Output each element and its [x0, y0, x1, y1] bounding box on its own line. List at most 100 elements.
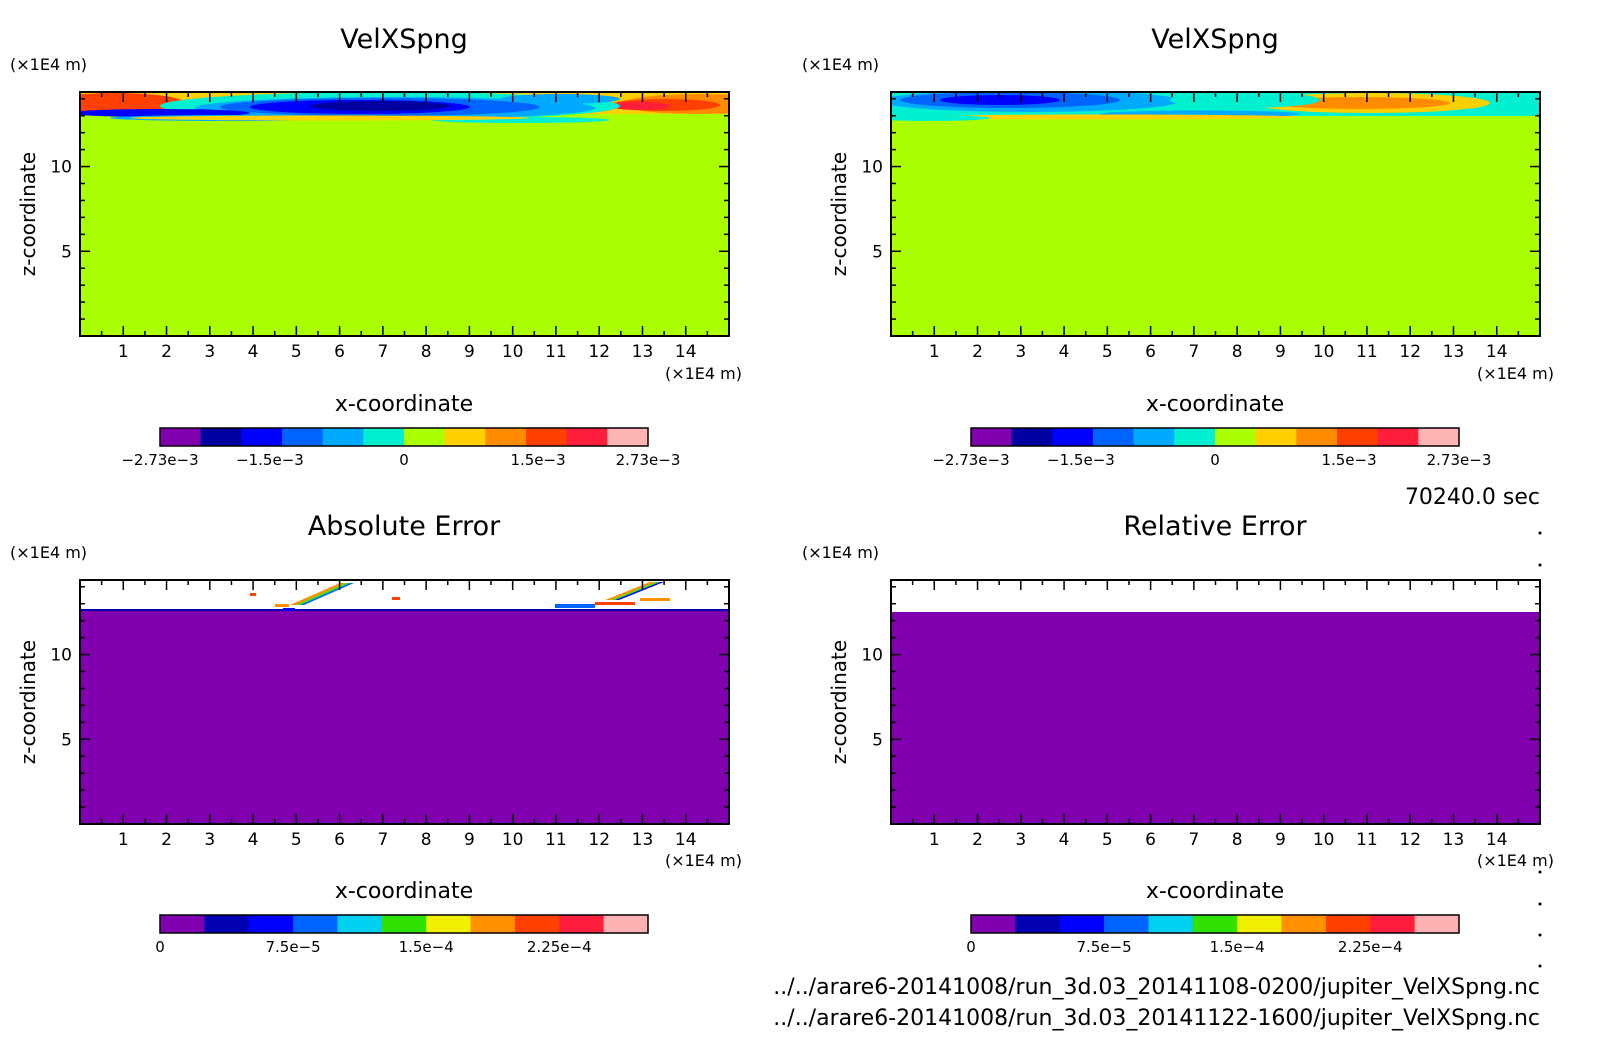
x-tick-label: 9 [464, 342, 475, 362]
x-unit-label: (×1E4 m) [665, 364, 742, 383]
y-tick-label: 10 [50, 158, 72, 178]
colorbar-swatch [1414, 915, 1460, 933]
x-axis-label: x-coordinate [1146, 392, 1284, 417]
colorbar-swatch [337, 915, 383, 933]
panel-absolute-error: Absolute Error (×1E4 m) 1 2 3 4 5 6 7 8 9 10 11 12 1… [10, 511, 742, 956]
colorbar-frame [159, 427, 649, 447]
panel-title: VelXSpng [340, 24, 468, 55]
colorbar-swatch [160, 428, 202, 446]
y-axis: 5 10 [861, 586, 1540, 808]
x-tick-label: 4 [248, 830, 259, 850]
colorbar-swatch [444, 428, 486, 446]
x-tick-label: 9 [1275, 342, 1286, 362]
x-tick-label: 4 [248, 342, 259, 362]
x-tick-label: 11 [1356, 342, 1378, 362]
colorbar-swatch [1281, 915, 1327, 933]
x-tick-label: 11 [545, 342, 567, 362]
colorbar-label: 2.73e−3 [1427, 451, 1492, 469]
field-blob [80, 109, 250, 117]
colorbar-swatch [603, 915, 649, 933]
colorbar-swatch [404, 428, 446, 446]
x-tick-label: 9 [1275, 830, 1286, 850]
x-tick-label: 3 [204, 342, 215, 362]
colorbar-label: 2.73e−3 [616, 451, 681, 469]
colorbar-label: −2.73e−3 [121, 451, 198, 469]
x-tick-label: 5 [1102, 342, 1113, 362]
x-tick-label: 12 [588, 342, 610, 362]
dot-markers [1538, 531, 1542, 968]
error-streak [296, 583, 350, 605]
colorbar-swatch [1192, 915, 1238, 933]
x-tick-label: 2 [161, 342, 172, 362]
x-tick-label: 13 [632, 830, 654, 850]
x-tick-label: 3 [204, 830, 215, 850]
x-tick-label: 10 [502, 342, 524, 362]
colorbar-swatch [282, 428, 324, 446]
y-axis: 5 10 [50, 98, 729, 320]
colorbar-swatch [971, 915, 1016, 933]
colorbar: 0 7.5e−5 1.5e−4 2.25e−4 [155, 914, 649, 956]
x-tick-label: 14 [675, 342, 697, 362]
x-tick-label: 12 [1399, 830, 1421, 850]
field-blob [940, 95, 1060, 105]
x-tick-label: 3 [1015, 342, 1026, 362]
dot-marker [1538, 964, 1542, 968]
x-tick-label: 2 [161, 830, 172, 850]
error-streak [605, 582, 656, 600]
colorbar-swatch [322, 428, 364, 446]
x-tick-label: 14 [675, 830, 697, 850]
error-streak [250, 593, 256, 596]
heatmap-field [891, 580, 1540, 824]
colorbar-swatch [1015, 915, 1061, 933]
error-streak [611, 582, 660, 600]
x-unit-label: (×1E4 m) [1477, 364, 1554, 383]
dot-marker [1538, 531, 1542, 535]
colorbar-label: 1.5e−4 [1210, 938, 1265, 956]
colorbar-label: 2.25e−4 [1338, 938, 1403, 956]
y-tick-label: 5 [61, 730, 72, 750]
x-tick-label: 10 [1313, 830, 1335, 850]
field-blob [1170, 92, 1320, 108]
x-tick-label: 7 [377, 830, 388, 850]
time-label: 70240.0 sec [1405, 485, 1540, 510]
colorbar-frame [970, 427, 1460, 447]
colorbar-swatch [1093, 428, 1135, 446]
panel-velxspng-right: VelXSpng (×1E4 m) 1 2 3 4 5 6 7 8 9 10 11 12 13 14 51… [802, 24, 1554, 469]
x-unit-label: (×1E4 m) [665, 851, 742, 870]
y-tick-label: 10 [861, 646, 883, 666]
colorbar-label: 0 [1210, 451, 1220, 469]
x-tick-label: 1 [929, 342, 940, 362]
y-axis: 5 10 [861, 98, 1540, 320]
x-tick-label: 8 [421, 830, 432, 850]
colorbar-frame [970, 914, 1460, 934]
colorbar-swatch [1052, 428, 1094, 446]
x-axis-label: x-coordinate [1146, 879, 1284, 904]
z-unit-label: (×1E4 m) [802, 543, 879, 562]
colorbar-swatch [248, 915, 294, 933]
colorbar-label: 7.5e−5 [265, 938, 320, 956]
error-streak [275, 604, 289, 607]
colorbar-frame [159, 914, 649, 934]
error-streak [640, 598, 670, 601]
x-axis: 1 2 3 4 5 6 7 8 9 10 11 12 13 14 [911, 580, 1520, 850]
colorbar-label: −2.73e−3 [932, 451, 1009, 469]
colorbar-label: 2.25e−4 [527, 938, 592, 956]
colorbar-swatch [1133, 428, 1175, 446]
dot-marker [1538, 563, 1542, 567]
error-streak [283, 608, 295, 611]
x-tick-label: 1 [929, 830, 940, 850]
colorbar-label: −1.5e−3 [1047, 451, 1115, 469]
colorbar-swatch [514, 915, 560, 933]
x-tick-label: 1 [118, 830, 129, 850]
colorbar-swatch [426, 915, 472, 933]
x-tick-label: 10 [502, 830, 524, 850]
y-axis-label: z-coordinate [16, 152, 40, 276]
x-tick-label: 11 [545, 830, 567, 850]
colorbar-swatch [470, 915, 516, 933]
x-tick-label: 8 [1232, 342, 1243, 362]
colorbar-swatch [1174, 428, 1216, 446]
colorbar-swatch [1237, 915, 1283, 933]
colorbar-swatch [200, 428, 242, 446]
z-unit-label: (×1E4 m) [10, 543, 87, 562]
